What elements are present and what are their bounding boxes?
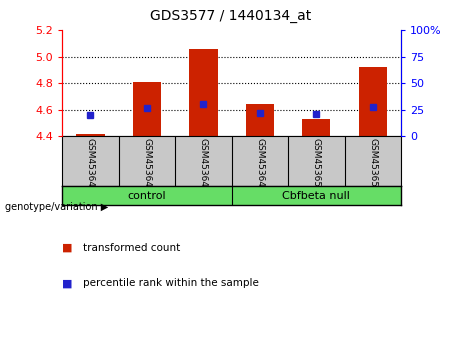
Text: GSM453646: GSM453646: [86, 138, 95, 193]
Text: GDS3577 / 1440134_at: GDS3577 / 1440134_at: [150, 9, 311, 23]
Text: genotype/variation ▶: genotype/variation ▶: [5, 202, 108, 212]
Text: GSM453648: GSM453648: [142, 138, 152, 193]
Bar: [77, 134, 105, 136]
Text: Cbfbeta null: Cbfbeta null: [283, 190, 350, 201]
Bar: [302, 119, 331, 136]
Text: transformed count: transformed count: [83, 243, 180, 253]
Text: GSM453650: GSM453650: [312, 138, 321, 193]
Text: ■: ■: [62, 278, 73, 288]
Bar: [189, 49, 218, 136]
Text: ■: ■: [62, 243, 73, 253]
Text: GSM453647: GSM453647: [255, 138, 265, 193]
Text: GSM453649: GSM453649: [199, 138, 208, 193]
Bar: [359, 67, 387, 136]
Text: percentile rank within the sample: percentile rank within the sample: [83, 278, 259, 288]
Bar: [133, 82, 161, 136]
Text: GSM453651: GSM453651: [368, 138, 378, 193]
Bar: [246, 104, 274, 136]
Text: control: control: [128, 190, 166, 201]
